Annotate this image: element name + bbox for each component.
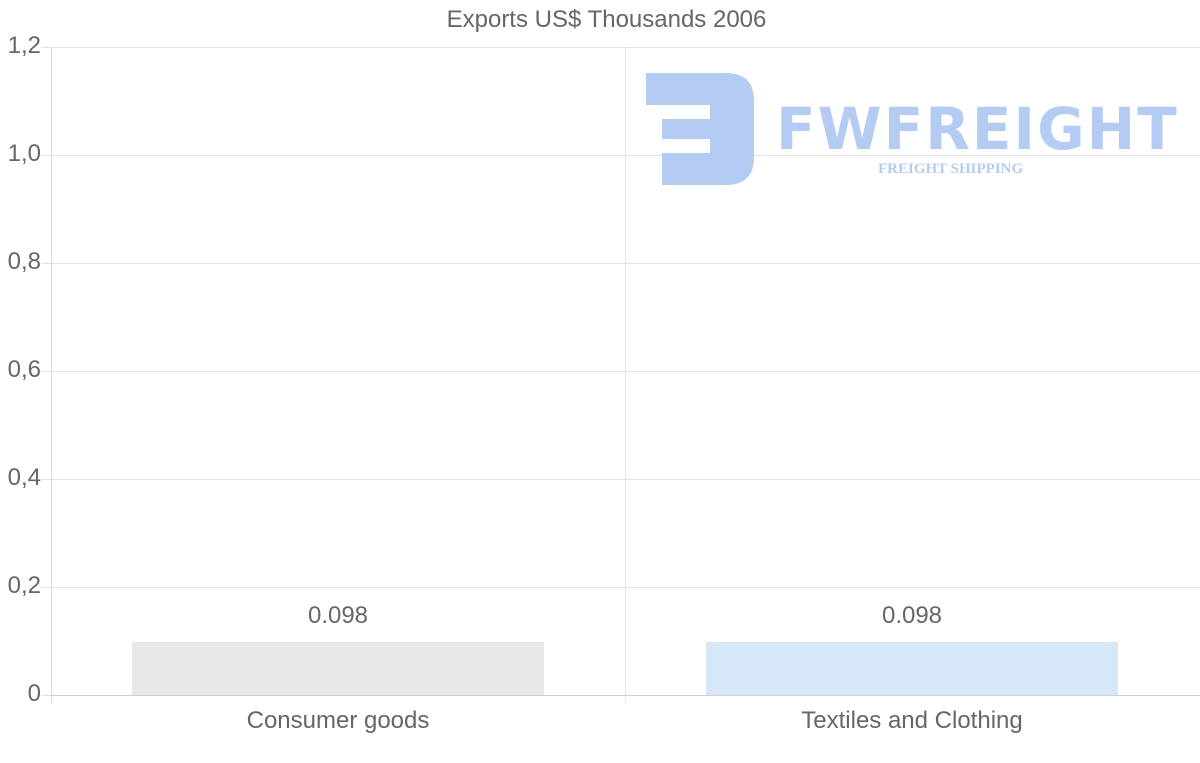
y-tick-label: 1,0 [7, 140, 41, 167]
fwfreight-logo-icon [646, 73, 754, 185]
watermark-tagline: FREIGHT SHIPPING [878, 161, 1024, 177]
y-tick-label: 0,8 [7, 248, 41, 275]
y-axis-line [51, 47, 52, 703]
y-tick [41, 47, 51, 48]
y-tick [41, 587, 51, 588]
x-axis-line [51, 695, 1200, 696]
bar-textiles-and-clothing[interactable] [706, 642, 1118, 695]
x-tick-label: Consumer goods [246, 707, 430, 734]
category-divider [625, 47, 626, 703]
watermark-brand: FWFREIGHT [776, 95, 1179, 163]
y-tick-label: 1,2 [7, 32, 41, 59]
y-tick [41, 371, 51, 372]
y-tick [41, 695, 51, 696]
y-tick [41, 155, 51, 156]
y-tick [41, 263, 51, 264]
chart-title: Exports US$ Thousands 2006 [446, 6, 767, 33]
watermark-logo: FWFREIGHT FREIGHT SHIPPING [646, 73, 1177, 188]
y-tick-label: 0 [27, 680, 41, 707]
y-tick [41, 479, 51, 480]
y-tick-label: 0,2 [7, 572, 41, 599]
x-tick-label: Textiles and Clothing [801, 707, 1023, 734]
bar-consumer-goods[interactable] [132, 642, 544, 695]
data-label: 0.098 [307, 602, 369, 629]
data-label: 0.098 [881, 602, 943, 629]
y-tick-label: 0,6 [7, 356, 41, 383]
plot-area: 1,2 1,0 0,8 0,6 0,4 0,2 0 FWFREIGHT FREI… [8, 32, 1200, 734]
y-tick-label: 0,4 [7, 464, 41, 491]
